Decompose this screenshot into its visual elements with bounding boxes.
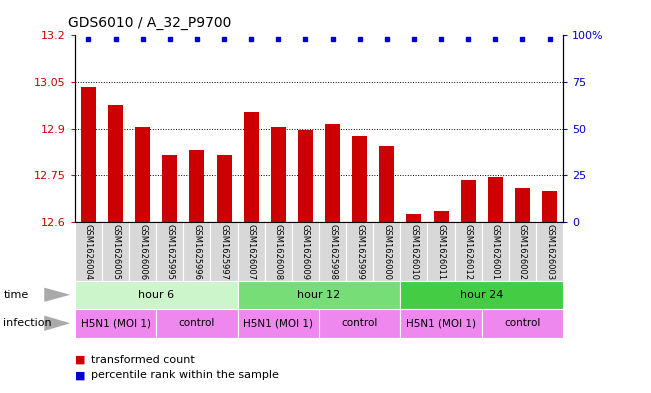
Text: control: control bbox=[342, 318, 378, 328]
Text: percentile rank within the sample: percentile rank within the sample bbox=[91, 370, 279, 380]
Text: ■: ■ bbox=[75, 354, 85, 365]
Text: GSM1625997: GSM1625997 bbox=[219, 224, 229, 280]
Bar bbox=[434, 211, 449, 222]
Text: GSM1626009: GSM1626009 bbox=[301, 224, 310, 280]
Bar bbox=[189, 151, 204, 222]
Polygon shape bbox=[44, 288, 70, 302]
Text: GSM1625996: GSM1625996 bbox=[193, 224, 201, 280]
Bar bbox=[400, 281, 563, 309]
Bar bbox=[243, 112, 258, 222]
Bar bbox=[292, 222, 319, 281]
Text: GSM1626003: GSM1626003 bbox=[545, 224, 554, 280]
Text: GSM1626012: GSM1626012 bbox=[464, 224, 473, 280]
Text: GSM1626011: GSM1626011 bbox=[437, 224, 445, 280]
Bar bbox=[298, 130, 313, 222]
Text: GSM1626010: GSM1626010 bbox=[409, 224, 419, 280]
Text: ■: ■ bbox=[75, 370, 85, 380]
Polygon shape bbox=[44, 316, 70, 331]
Bar bbox=[400, 222, 428, 281]
Text: GSM1626001: GSM1626001 bbox=[491, 224, 500, 280]
Text: GSM1626008: GSM1626008 bbox=[274, 224, 283, 280]
Bar bbox=[129, 222, 156, 281]
Bar bbox=[75, 309, 156, 338]
Bar bbox=[542, 191, 557, 222]
Bar bbox=[271, 127, 286, 222]
Bar bbox=[156, 222, 184, 281]
Bar bbox=[184, 222, 210, 281]
Text: infection: infection bbox=[3, 318, 52, 328]
Text: GSM1626004: GSM1626004 bbox=[84, 224, 93, 280]
Text: GSM1625995: GSM1625995 bbox=[165, 224, 174, 280]
Text: H5N1 (MOI 1): H5N1 (MOI 1) bbox=[406, 318, 476, 328]
Bar bbox=[482, 222, 509, 281]
Bar bbox=[238, 222, 265, 281]
Bar bbox=[319, 222, 346, 281]
Bar bbox=[210, 222, 238, 281]
Bar bbox=[406, 214, 421, 222]
Bar bbox=[346, 222, 373, 281]
Bar bbox=[428, 222, 454, 281]
Bar bbox=[162, 155, 177, 222]
Bar bbox=[461, 180, 476, 222]
Text: hour 24: hour 24 bbox=[460, 290, 503, 300]
Bar bbox=[156, 309, 238, 338]
Bar bbox=[509, 222, 536, 281]
Text: GSM1626002: GSM1626002 bbox=[518, 224, 527, 280]
Bar bbox=[515, 188, 530, 222]
Bar bbox=[217, 155, 232, 222]
Bar bbox=[238, 309, 319, 338]
Bar bbox=[238, 281, 400, 309]
Text: control: control bbox=[179, 318, 215, 328]
Text: GSM1626000: GSM1626000 bbox=[382, 224, 391, 280]
Text: GSM1625999: GSM1625999 bbox=[355, 224, 364, 280]
Text: hour 6: hour 6 bbox=[138, 290, 174, 300]
Text: GSM1626006: GSM1626006 bbox=[138, 224, 147, 280]
Text: control: control bbox=[505, 318, 540, 328]
Bar bbox=[102, 222, 129, 281]
Bar bbox=[265, 222, 292, 281]
Bar bbox=[75, 222, 102, 281]
Bar bbox=[108, 105, 123, 222]
Text: GDS6010 / A_32_P9700: GDS6010 / A_32_P9700 bbox=[68, 16, 232, 30]
Text: H5N1 (MOI 1): H5N1 (MOI 1) bbox=[81, 318, 150, 328]
Text: hour 12: hour 12 bbox=[298, 290, 340, 300]
Bar bbox=[536, 222, 563, 281]
Bar bbox=[373, 222, 400, 281]
Text: time: time bbox=[3, 290, 29, 300]
Bar bbox=[352, 136, 367, 222]
Bar bbox=[400, 309, 482, 338]
Text: GSM1626005: GSM1626005 bbox=[111, 224, 120, 280]
Bar bbox=[135, 127, 150, 222]
Text: H5N1 (MOI 1): H5N1 (MOI 1) bbox=[243, 318, 313, 328]
Bar bbox=[325, 124, 340, 222]
Text: GSM1626007: GSM1626007 bbox=[247, 224, 256, 280]
Text: transformed count: transformed count bbox=[91, 354, 195, 365]
Bar bbox=[81, 87, 96, 222]
Bar bbox=[488, 177, 503, 222]
Bar bbox=[380, 146, 395, 222]
Bar bbox=[482, 309, 563, 338]
Bar bbox=[319, 309, 400, 338]
Bar bbox=[75, 281, 238, 309]
Bar bbox=[454, 222, 482, 281]
Text: GSM1625998: GSM1625998 bbox=[328, 224, 337, 280]
